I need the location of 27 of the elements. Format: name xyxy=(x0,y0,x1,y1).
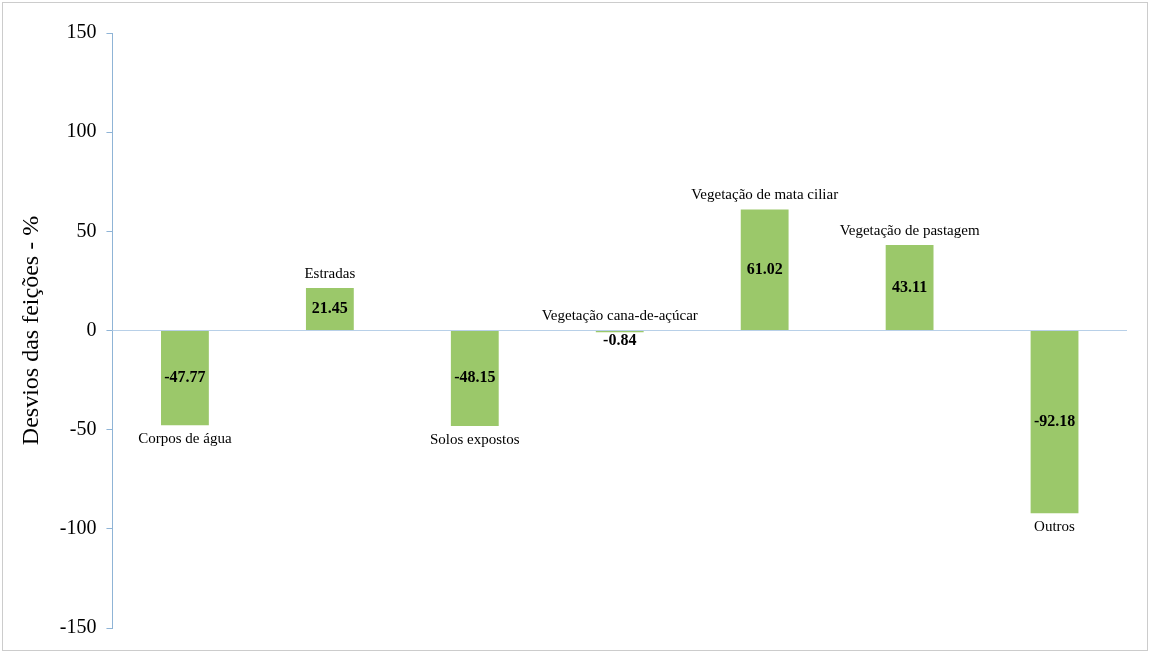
data-label: -92.18 xyxy=(1033,412,1076,430)
data-label: -47.77 xyxy=(164,368,206,386)
y-tick-label: -150 xyxy=(59,615,97,638)
y-tick-label: -100 xyxy=(59,516,97,539)
data-label: -0.84 xyxy=(603,330,637,348)
y-tick-label: 150 xyxy=(66,20,97,43)
x-tick-label: Vegetação de pastagem xyxy=(839,221,980,238)
bar xyxy=(450,331,499,426)
x-tick-label: Vegetação de mata ciliar xyxy=(691,186,839,203)
data-label: 21.45 xyxy=(311,299,348,317)
bar xyxy=(740,209,789,330)
bar xyxy=(161,331,209,426)
data-label: 61.02 xyxy=(746,260,783,278)
y-tick-label: 50 xyxy=(76,218,97,241)
y-tick-label: -50 xyxy=(69,416,97,439)
y-tick-label: 100 xyxy=(66,119,97,142)
bar xyxy=(885,245,934,330)
x-tick-label: Solos expostos xyxy=(429,430,520,447)
y-tick-label: 0 xyxy=(86,317,97,340)
x-tick-label: Vegetação cana-de-açúcar xyxy=(541,307,698,324)
data-label: -48.15 xyxy=(454,368,496,386)
x-tick-label: Corpos de água xyxy=(138,430,232,447)
x-tick-label: Outros xyxy=(1034,518,1076,535)
bar xyxy=(1030,331,1079,514)
y-axis-title: Desvios das feições - % xyxy=(16,215,43,446)
x-tick-label: Estradas xyxy=(304,264,356,281)
data-label: 43.11 xyxy=(892,277,928,295)
